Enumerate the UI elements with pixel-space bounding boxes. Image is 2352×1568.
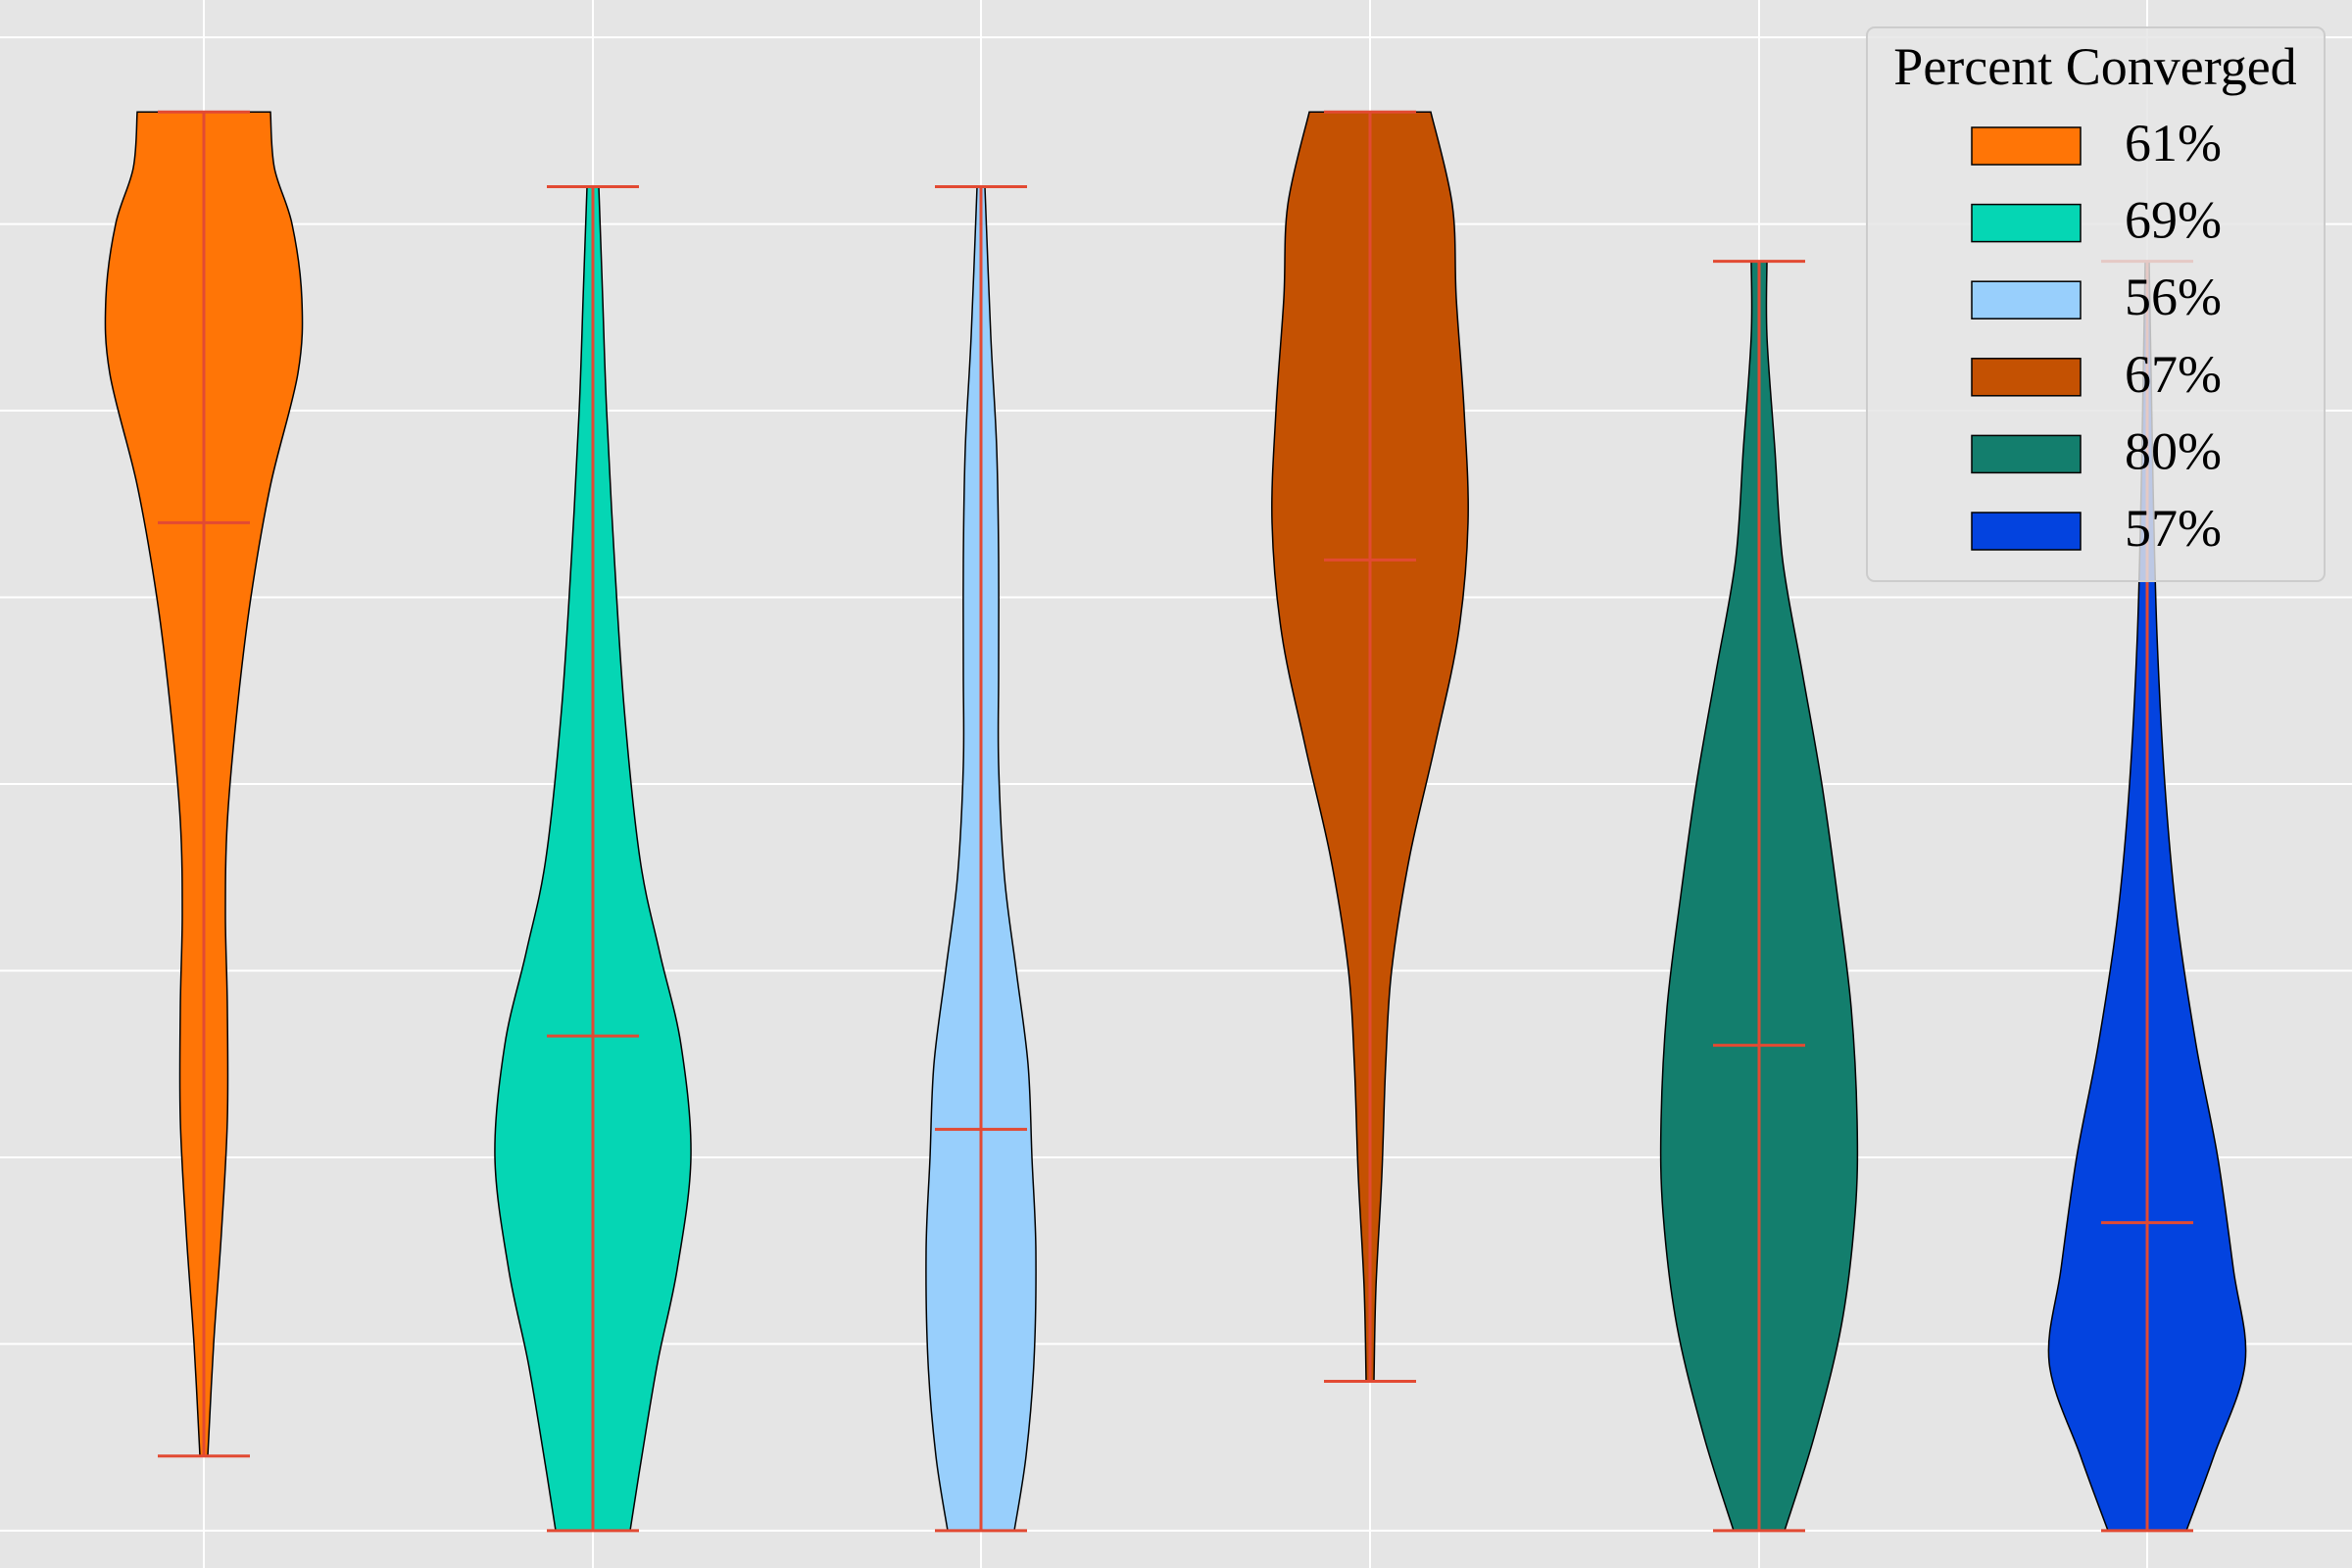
legend-label: 57% bbox=[2125, 499, 2222, 558]
legend-item-1: 61% bbox=[1971, 114, 2222, 172]
violin-1 bbox=[104, 110, 304, 1458]
legend: Percent Converged 61% 69% 56% 67% 80% 57% bbox=[1866, 26, 2326, 582]
legend-swatch bbox=[1971, 358, 2082, 397]
legend-items: 61% 69% 56% 67% 80% 57% bbox=[1971, 114, 2222, 558]
violin-5 bbox=[1659, 260, 1859, 1533]
legend-label: 56% bbox=[2125, 268, 2222, 326]
violin-4 bbox=[1271, 110, 1469, 1384]
legend-item-5: 80% bbox=[1971, 421, 2222, 480]
violin-3 bbox=[925, 184, 1037, 1533]
legend-label: 80% bbox=[2125, 421, 2222, 480]
legend-swatch bbox=[1971, 512, 2082, 551]
legend-frame bbox=[1866, 26, 2326, 582]
legend-item-6: 57% bbox=[1971, 499, 2222, 558]
legend-item-2: 69% bbox=[1971, 191, 2222, 250]
legend-item-3: 56% bbox=[1971, 268, 2222, 326]
legend-swatch bbox=[1971, 203, 2082, 243]
legend-swatch bbox=[1971, 126, 2082, 166]
legend-label: 61% bbox=[2125, 114, 2222, 172]
legend-swatch bbox=[1971, 280, 2082, 319]
legend-swatch bbox=[1971, 434, 2082, 474]
legend-label: 69% bbox=[2125, 191, 2222, 250]
legend-label: 67% bbox=[2125, 345, 2222, 404]
legend-item-4: 67% bbox=[1971, 345, 2222, 404]
legend-title: Percent Converged bbox=[1893, 37, 2296, 96]
violin-2 bbox=[494, 184, 692, 1533]
violins bbox=[104, 110, 2247, 1533]
